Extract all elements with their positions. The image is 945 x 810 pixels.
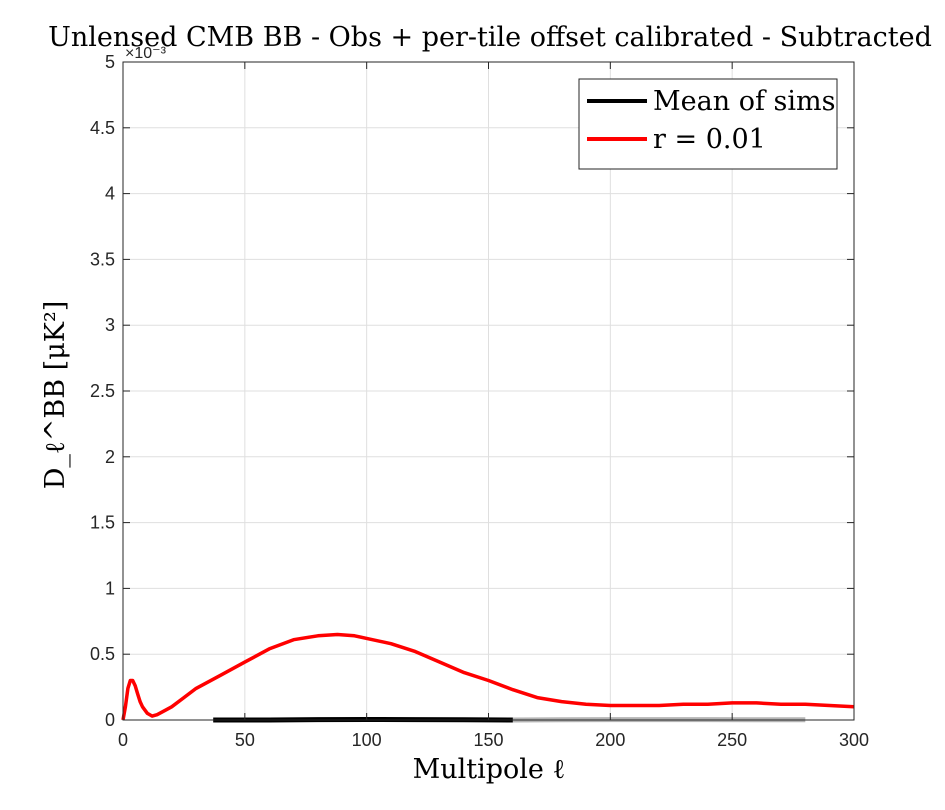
y-tick-label: 0 (105, 710, 115, 730)
x-tick-label: 250 (717, 730, 747, 750)
x-tick-label: 200 (595, 730, 625, 750)
x-tick-label: 100 (352, 730, 382, 750)
y-tick-label: 1 (105, 578, 115, 598)
legend-box (578, 78, 838, 170)
y-tick-label: 4 (105, 184, 115, 204)
y-tick-label: 5 (105, 52, 115, 72)
y-tick-label: 3 (105, 315, 115, 335)
tick-labels: 0 50 100 150 200 250 300 0 0.5 1 1.5 2 2.5 3 3.5 4 4.5 5 (90, 52, 869, 750)
x-axis-label: Multipole ℓ (413, 754, 566, 785)
x-tick-label: 150 (473, 730, 503, 750)
y-tick-label: 1.5 (90, 513, 115, 533)
series-line-r-0-01 (121, 632, 855, 721)
axes (122, 61, 855, 721)
chart-title: Unlensed CMB BB - Obs + per-tile offset … (48, 22, 932, 53)
y-tick-label: 2 (105, 447, 115, 467)
y-tick-label: 3.5 (90, 249, 115, 269)
legend: Mean of sims r = 0.01 (578, 78, 838, 170)
plot-frame (122, 61, 855, 721)
y-tick-label: 2.5 (90, 381, 115, 401)
y-axis-label: D_ℓ^BB [μK²] (40, 301, 71, 490)
y-tick-label: 0.5 (90, 644, 115, 664)
x-tick-label: 300 (839, 730, 869, 750)
legend-label: Mean of sims (653, 86, 835, 117)
y-tick-label: 4.5 (90, 118, 115, 138)
x-tick-label: 0 (118, 730, 128, 750)
legend-label: r = 0.01 (653, 124, 766, 155)
y-exponent-label: ×10⁻³ (125, 45, 167, 62)
x-tick-label: 50 (235, 730, 255, 750)
